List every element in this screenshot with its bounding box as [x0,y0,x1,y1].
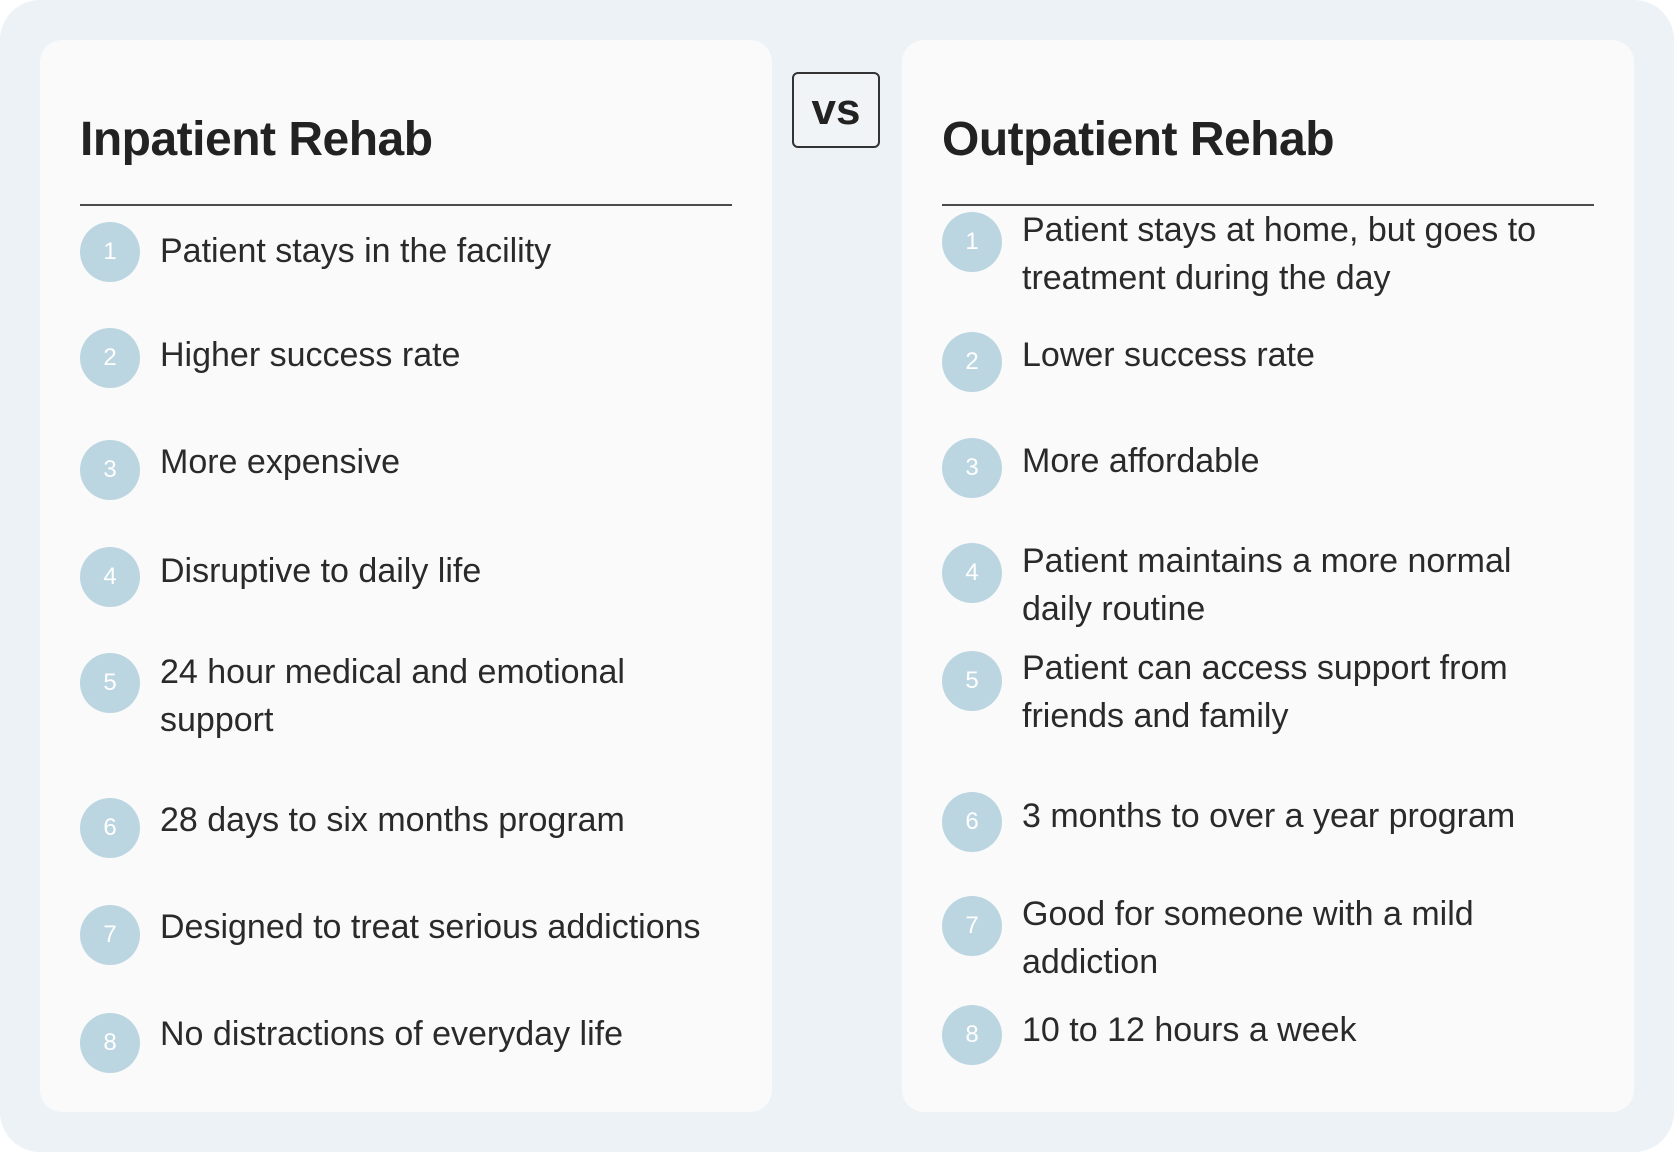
number-badge: 7 [942,896,1002,956]
item-text: Patient maintains a more normal daily ro… [1022,542,1512,628]
vs-badge: vs [792,72,880,148]
item-text: Patient stays in the facility [160,232,552,270]
number-badge: 2 [80,328,140,388]
item-text: Lower success rate [1022,336,1315,374]
inpatient-title: Inpatient Rehab [80,113,433,166]
number-badge: 2 [942,332,1002,392]
number-badge: 8 [942,1005,1002,1065]
number-badge: 4 [80,547,140,607]
item-text: No distractions of everyday life [160,1015,623,1053]
inpatient-panel: Inpatient Rehab 1 Patient stays in the f… [40,40,772,1112]
item-text: 3 months to over a year program [1022,797,1516,835]
item-text: Patient can access support from friends … [1022,649,1508,735]
number-badge: 6 [80,798,140,858]
title-divider [80,204,732,206]
item-text: 24 hour medical and emotional support [160,653,625,739]
number-badge: 1 [80,222,140,282]
item-text: Designed to treat serious addictions [160,908,701,946]
item-text: 10 to 12 hours a week [1022,1011,1357,1049]
number-badge: 7 [80,905,140,965]
item-text: 28 days to six months program [160,801,625,839]
item-text: Good for someone with a mild addiction [1022,895,1474,981]
number-badge: 1 [942,212,1002,272]
number-badge: 5 [80,653,140,713]
item-text: Patient stays at home, but goes to treat… [1022,211,1537,297]
number-badge: 8 [80,1013,140,1073]
number-badge: 4 [942,543,1002,603]
outpatient-panel: Outpatient Rehab 1 Patient stays at home… [902,40,1634,1112]
outpatient-title: Outpatient Rehab [942,113,1335,166]
number-badge: 5 [942,651,1002,711]
number-badge: 6 [942,792,1002,852]
title-divider [942,204,1594,206]
item-text: More affordable [1022,442,1260,480]
item-text: Higher success rate [160,336,461,374]
item-text: Disruptive to daily life [160,552,482,590]
item-text: More expensive [160,443,401,481]
number-badge: 3 [80,440,140,500]
number-badge: 3 [942,438,1002,498]
